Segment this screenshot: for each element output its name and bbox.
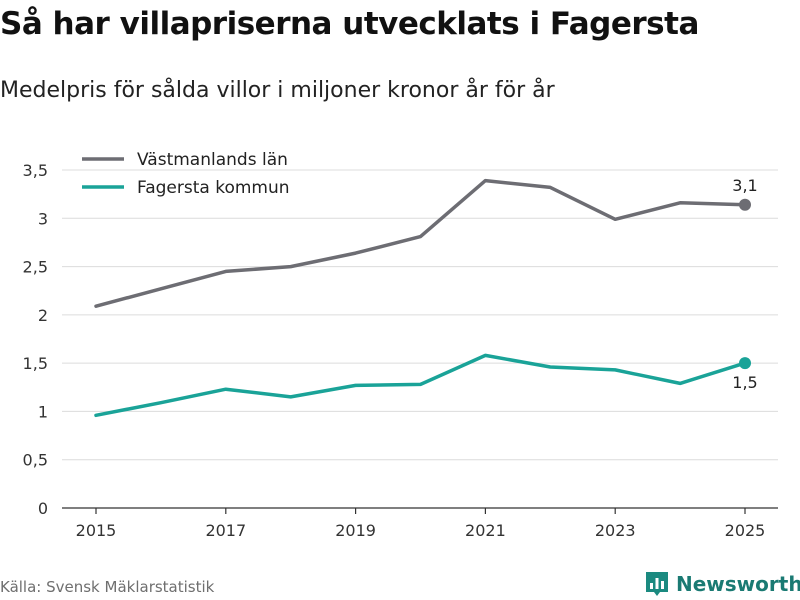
- y-tick-label: 1: [38, 402, 48, 421]
- series-end-label-2: 1,5: [732, 373, 757, 392]
- y-tick-label: 3,5: [23, 161, 48, 180]
- chart-title: Så har villapriserna utvecklats i Fagers…: [0, 6, 699, 42]
- y-tick-label: 0: [38, 499, 48, 518]
- legend-label-1: Västmanlands län: [137, 150, 288, 170]
- brand-logo: Newsworthy: [644, 568, 800, 600]
- source-note: Källa: Svensk Mäklarstatistik: [0, 578, 215, 596]
- x-tick-label: 2021: [465, 521, 506, 540]
- series-line-2: [94, 353, 747, 418]
- series-end-point-2: [739, 357, 751, 370]
- y-tick-label: 1,5: [23, 354, 48, 373]
- series-line-1: [94, 178, 747, 308]
- legend-label-2: Fagersta kommun: [137, 178, 290, 198]
- x-tick-label: 2015: [76, 521, 117, 540]
- x-tick-label: 2025: [725, 521, 766, 540]
- y-tick-label: 3: [38, 209, 48, 228]
- chart-subtitle: Medelpris för sålda villor i miljoner kr…: [0, 78, 555, 103]
- x-tick-label: 2017: [205, 521, 246, 540]
- bar-chart-logo-icon: [646, 572, 668, 596]
- x-tick-label: 2019: [335, 521, 376, 540]
- series-end-label-1: 3,1: [732, 176, 757, 195]
- brand-name: Newsworthy: [676, 572, 800, 596]
- y-tick-label: 2: [38, 306, 48, 325]
- y-tick-label: 2,5: [23, 258, 48, 277]
- x-tick-label: 2023: [595, 521, 636, 540]
- y-tick-label: 0,5: [23, 451, 48, 470]
- series-end-point-1: [739, 198, 751, 211]
